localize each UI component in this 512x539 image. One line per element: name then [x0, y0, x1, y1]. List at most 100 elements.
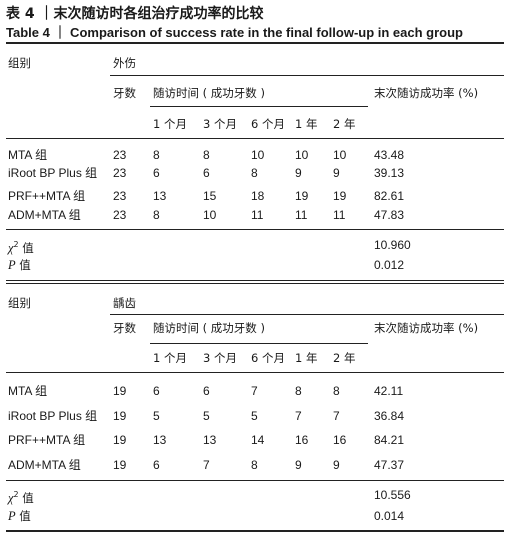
teeth-count: 23: [113, 166, 127, 180]
header-teeth: 牙数: [113, 321, 136, 335]
value: 8: [295, 384, 302, 398]
header-rate: 末次随访成功率 (%): [374, 321, 479, 335]
value: 19: [295, 189, 309, 203]
group-name: ADM+MTA 组: [8, 458, 81, 472]
p-value: 0.014: [374, 509, 405, 523]
subrule: [150, 106, 368, 107]
group-name: MTA 组: [8, 384, 48, 398]
period-label: 1 个月: [153, 117, 187, 131]
teeth-count: 23: [113, 189, 127, 203]
chi-square-label: χ2 值: [8, 490, 34, 505]
success-rate: 43.48: [374, 148, 405, 162]
teeth-count: 19: [113, 458, 127, 472]
header-group: 组别: [8, 56, 31, 70]
period-label: 3 个月: [203, 117, 237, 131]
period-label: 2 年: [333, 351, 356, 365]
bottom-rule: [6, 530, 504, 532]
value: 11: [333, 208, 346, 222]
value: 9: [295, 458, 302, 472]
period-label: 6 个月: [251, 117, 285, 131]
value: 5: [203, 409, 210, 423]
value: 10: [203, 208, 217, 222]
chi-square-label: χ2 值: [8, 240, 34, 255]
value: 9: [333, 166, 340, 180]
teeth-count: 23: [113, 148, 127, 162]
value: 10: [251, 148, 265, 162]
teeth-count: 19: [113, 384, 127, 398]
top-rule: [6, 42, 504, 44]
value: 10: [295, 148, 309, 162]
value: 6: [153, 166, 160, 180]
subrule: [150, 343, 368, 344]
table-caption-en: Table 4 ｜ Comparison of success rate in …: [6, 25, 463, 40]
header-followup: 随访时间 ( 成功牙数 ): [153, 86, 265, 100]
success-rate: 42.11: [374, 384, 404, 398]
value: 13: [153, 433, 167, 447]
teeth-count: 23: [113, 208, 127, 222]
group-name: iRoot BP Plus 组: [8, 409, 98, 423]
value: 13: [153, 189, 167, 203]
value: 8: [251, 166, 258, 180]
success-rate: 47.37: [374, 458, 405, 472]
success-rate: 82.61: [374, 189, 405, 203]
group-name: iRoot BP Plus 组: [8, 166, 98, 180]
chi-square-value: 10.960: [374, 238, 411, 252]
value: 5: [251, 409, 258, 423]
section-divider: [6, 283, 504, 284]
value: 7: [203, 458, 210, 472]
value: 15: [203, 189, 217, 203]
subrule: [110, 75, 504, 76]
value: 11: [295, 208, 308, 222]
subrule: [110, 314, 504, 315]
value: 8: [203, 148, 210, 162]
value: 6: [153, 384, 160, 398]
success-rate: 84.21: [374, 433, 405, 447]
p-label: P 值: [8, 509, 31, 523]
value: 6: [153, 458, 160, 472]
value: 8: [251, 458, 258, 472]
header-rule: [6, 372, 504, 373]
value: 5: [153, 409, 160, 423]
value: 6: [203, 166, 210, 180]
chi-square-value: 10.556: [374, 488, 411, 502]
p-label: P 值: [8, 258, 31, 272]
group-name: ADM+MTA 组: [8, 208, 81, 222]
period-label: 1 年: [295, 351, 318, 365]
group-name: PRF++MTA 组: [8, 433, 86, 447]
stats-rule: [6, 480, 504, 481]
period-label: 2 年: [333, 117, 356, 131]
value: 9: [333, 458, 340, 472]
value: 16: [333, 433, 347, 447]
header-rate: 末次随访成功率 (%): [374, 86, 479, 100]
value: 18: [251, 189, 265, 203]
value: 7: [333, 409, 340, 423]
header-teeth: 牙数: [113, 86, 136, 100]
value: 13: [203, 433, 217, 447]
section-type-label: 龋齿: [113, 296, 136, 310]
value: 9: [295, 166, 302, 180]
group-name: MTA 组: [8, 148, 48, 162]
value: 8: [153, 208, 160, 222]
period-label: 3 个月: [203, 351, 237, 365]
header-followup: 随访时间 ( 成功牙数 ): [153, 321, 265, 335]
value: 8: [333, 384, 340, 398]
success-rate: 47.83: [374, 208, 405, 222]
success-rate: 39.13: [374, 166, 405, 180]
success-rate: 36.84: [374, 409, 405, 423]
value: 7: [295, 409, 302, 423]
period-label: 1 年: [295, 117, 318, 131]
section-type-label: 外伤: [113, 56, 136, 70]
value: 16: [295, 433, 309, 447]
value: 11: [251, 208, 264, 222]
header-group: 组别: [8, 296, 31, 310]
value: 7: [251, 384, 258, 398]
period-label: 6 个月: [251, 351, 285, 365]
table-caption-cn: 表 4 ｜末次随访时各组治疗成功率的比较: [6, 6, 264, 22]
value: 19: [333, 189, 347, 203]
section-divider: [6, 280, 504, 281]
value: 10: [333, 148, 347, 162]
group-name: PRF++MTA 组: [8, 189, 86, 203]
stats-rule: [6, 229, 504, 230]
header-rule: [6, 138, 504, 139]
value: 14: [251, 433, 265, 447]
